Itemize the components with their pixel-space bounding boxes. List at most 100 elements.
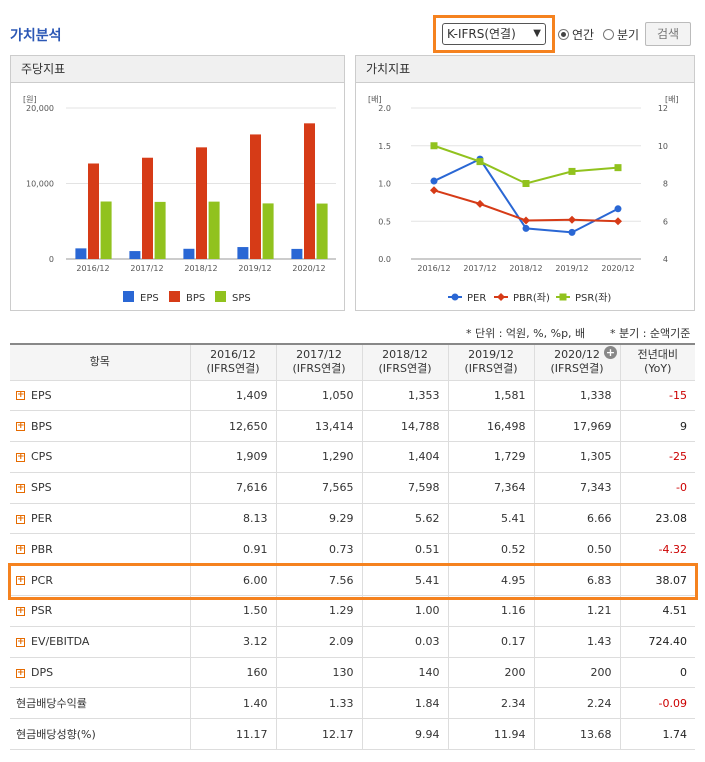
bar-sps — [316, 203, 328, 259]
legend-swatch — [123, 291, 134, 302]
add-column-icon[interactable]: + — [604, 346, 617, 359]
search-button[interactable]: 검색 — [645, 22, 691, 46]
row-label-text: 현금배당수익률 — [16, 697, 87, 711]
table-cell: -25 — [619, 441, 695, 473]
y-axis-label-left: [배] — [368, 95, 382, 104]
table-row: + PCR 6.00 7.56 5.41 4.95 6.83 38.07 — [10, 564, 695, 597]
quarter-note: * 분기 : 순액기준 — [610, 327, 691, 340]
point — [614, 205, 622, 213]
row-label-text: PBR — [31, 542, 53, 556]
row-label-text: SPS — [31, 481, 52, 495]
row-label[interactable]: + DPS — [10, 657, 190, 689]
y-tick-label-right: 10 — [658, 142, 668, 151]
row-label[interactable]: + PSR — [10, 595, 190, 627]
table-cell: 2.09 — [275, 626, 362, 658]
bar-bps — [196, 147, 207, 259]
y-axis-label: [원] — [23, 95, 37, 104]
table-cell: 9.29 — [275, 503, 362, 535]
table-cell: 0.52 — [447, 533, 534, 566]
bar-bps — [250, 134, 261, 259]
legend-marker — [451, 293, 459, 301]
table-cell: 1,338 — [533, 380, 620, 412]
table-cell: 38.07 — [619, 564, 695, 597]
radio-quarter-label: 분기 — [617, 28, 640, 42]
column-header: 2017/12 (IFRS연결) — [275, 343, 363, 381]
bar-eps — [183, 248, 195, 259]
expand-icon[interactable]: + — [16, 667, 25, 678]
row-label-text: PER — [31, 512, 53, 526]
table-cell: 6.66 — [533, 503, 620, 535]
table-cell: 1.33 — [275, 687, 362, 720]
x-tick-label: 2020/12 — [601, 264, 634, 273]
table-cell: 1.84 — [361, 687, 448, 720]
table-cell: 1.16 — [447, 595, 534, 627]
row-label-text: BPS — [31, 419, 53, 433]
expand-icon[interactable]: + — [16, 482, 25, 493]
table-cell: 6.00 — [189, 564, 276, 597]
legend-swatch — [215, 291, 226, 302]
y-tick-label: 0.0 — [378, 255, 391, 264]
bar-bps — [304, 123, 315, 260]
table-cell: 0.17 — [447, 626, 534, 658]
table-cell: 13,414 — [275, 410, 362, 443]
table-row: + SPS 7,616 7,565 7,598 7,364 7,343 -0 — [10, 472, 695, 504]
bar-eps — [291, 248, 303, 259]
legend-label: BPS — [186, 293, 205, 304]
table-cell: 1.50 — [189, 595, 276, 627]
expand-icon[interactable]: + — [16, 451, 25, 462]
expand-icon[interactable]: + — [16, 605, 25, 616]
page-title: 가치분석 — [10, 28, 62, 44]
table-cell: 9 — [619, 410, 695, 443]
table-cell: 1,909 — [189, 441, 276, 473]
y-tick-label-right: 4 — [663, 255, 668, 264]
expand-icon[interactable]: + — [16, 544, 25, 555]
x-tick-label: 2016/12 — [76, 264, 109, 273]
row-label[interactable]: + CPS — [10, 441, 190, 473]
bar-sps — [154, 201, 166, 259]
radio-annual[interactable]: 연간 — [558, 26, 594, 43]
table-cell: 5.62 — [361, 503, 448, 535]
x-tick-label: 2017/12 — [130, 264, 163, 273]
expand-icon[interactable]: + — [16, 575, 25, 586]
expand-icon[interactable]: + — [16, 636, 25, 647]
row-label[interactable]: + BPS — [10, 410, 190, 443]
x-tick-label: 2016/12 — [417, 264, 450, 273]
row-label[interactable]: + PER — [10, 503, 190, 535]
radio-quarter[interactable]: 분기 — [603, 26, 639, 43]
table-cell: 160 — [189, 657, 276, 689]
bar-eps — [75, 248, 87, 259]
table-row: + BPS 12,650 13,414 14,788 16,498 17,969 9 — [10, 410, 695, 443]
row-label[interactable]: + PBR — [10, 533, 190, 566]
accounting-select[interactable]: K-IFRS(연결) ▼ — [442, 23, 546, 45]
row-label: 현금배당수익률 — [10, 687, 190, 720]
legend-label: PSR(좌) — [575, 292, 611, 304]
table-row: + PSR 1.50 1.29 1.00 1.16 1.21 4.51 — [10, 595, 695, 627]
column-header: 항목 — [10, 343, 191, 381]
column-header: 2019/12 (IFRS연결) — [447, 343, 535, 381]
table-cell: 7.56 — [275, 564, 362, 597]
table-cell: 0.73 — [275, 533, 362, 566]
row-label[interactable]: + EV/EBITDA — [10, 626, 190, 658]
expand-icon[interactable]: + — [16, 513, 25, 524]
row-label[interactable]: + EPS — [10, 380, 190, 412]
row-label[interactable]: + SPS — [10, 472, 190, 504]
value-table: 항목 2016/12 (IFRS연결) 2017/12 (IFRS연결) 2018/12(… — [10, 343, 695, 751]
bar-sps — [262, 203, 274, 259]
expand-icon[interactable]: + — [16, 390, 25, 401]
table-cell: 7,598 — [361, 472, 448, 504]
point — [614, 217, 622, 226]
table-cell: 1,409 — [189, 380, 276, 412]
y-tick-label: 0 — [49, 255, 54, 264]
panel-title: 주당지표 — [11, 56, 344, 83]
column-header: 전년대비 (YoY) — [619, 343, 695, 381]
table-cell: 7,343 — [533, 472, 620, 504]
bar-eps — [129, 251, 141, 259]
table-cell: 1,353 — [361, 380, 448, 412]
table-row: + PER 8.13 9.29 5.62 5.41 6.66 23.08 — [10, 503, 695, 535]
column-header: 2018/12 (IFRS연결) — [361, 343, 449, 381]
table-row: + DPS 160 130 140 200 200 0 — [10, 657, 695, 689]
row-label[interactable]: + PCR — [10, 564, 190, 597]
expand-icon[interactable]: + — [16, 421, 25, 432]
table-cell: 1.40 — [189, 687, 276, 720]
point — [430, 186, 438, 195]
